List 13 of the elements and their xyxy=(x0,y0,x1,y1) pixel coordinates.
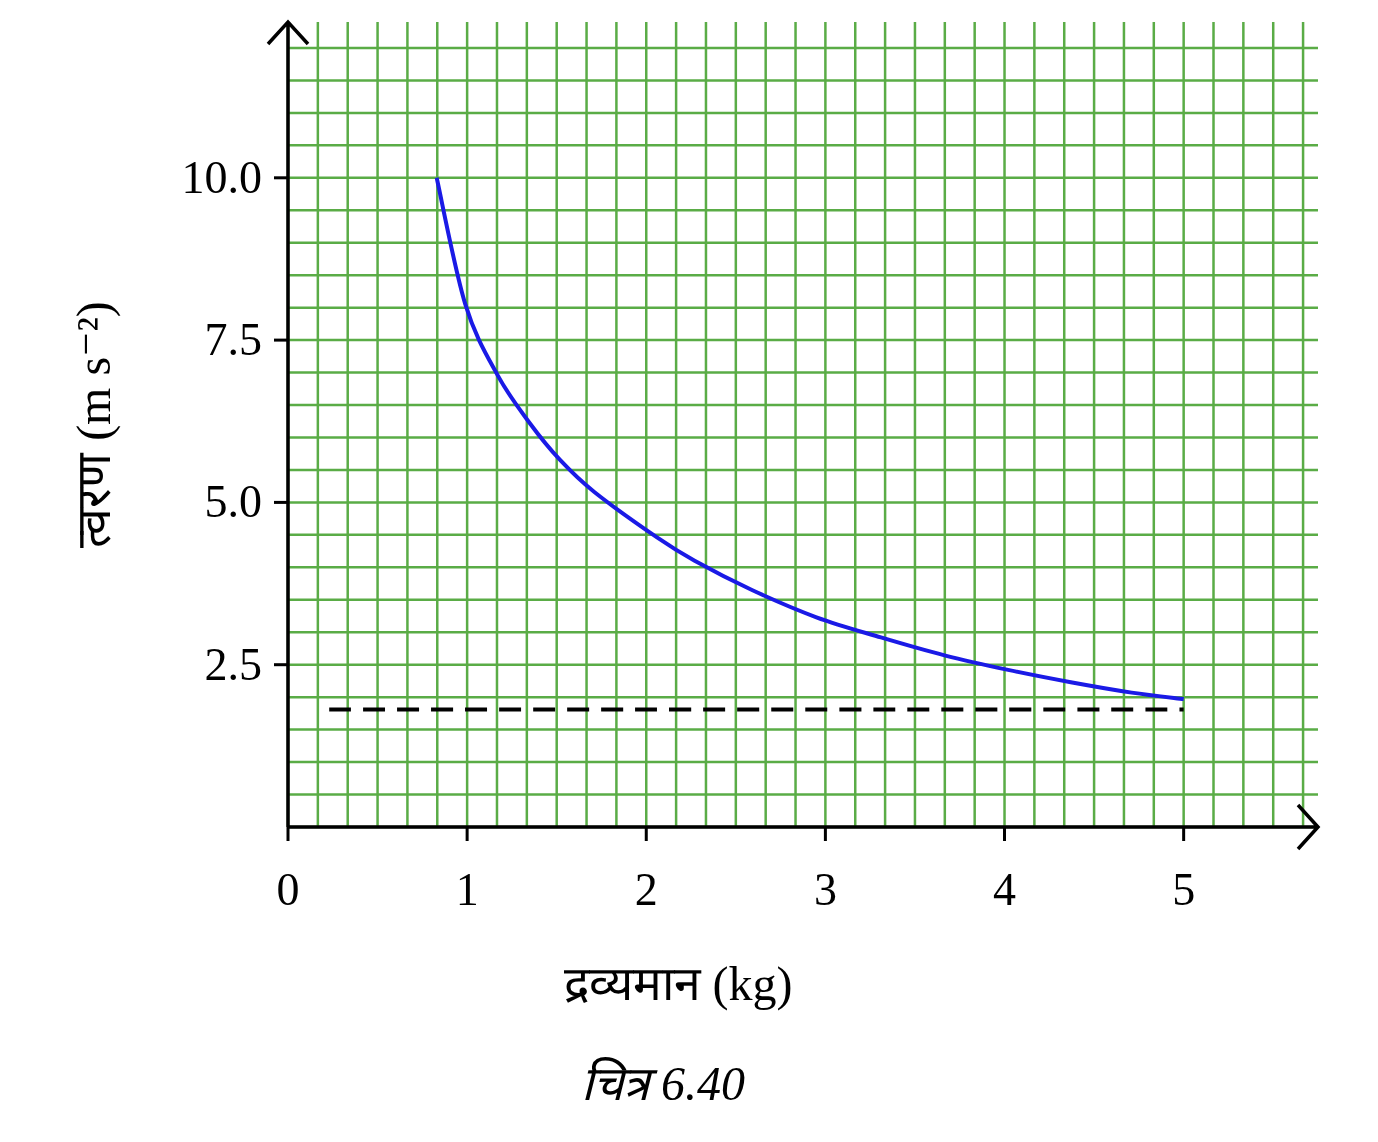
y-tick-label: 7.5 xyxy=(204,314,262,366)
x-tick-label: 1 xyxy=(455,864,479,915)
x-tick-label: 0 xyxy=(276,864,300,915)
x-tick-label: 2 xyxy=(634,864,658,915)
y-tick-label: 5.0 xyxy=(204,476,262,528)
y-tick-label: 2.5 xyxy=(204,638,262,690)
ylabel: त्वरण (m s⁻²) xyxy=(67,301,120,548)
x-tick-label: 4 xyxy=(993,864,1017,915)
y-tick-label: 10.0 xyxy=(181,151,262,203)
caption: चित्र 6.40 xyxy=(581,1057,745,1110)
x-tick-label: 5 xyxy=(1172,864,1196,915)
xlabel: द्रव्यमान (kg) xyxy=(563,957,793,1010)
x-tick-label: 3 xyxy=(813,864,837,915)
